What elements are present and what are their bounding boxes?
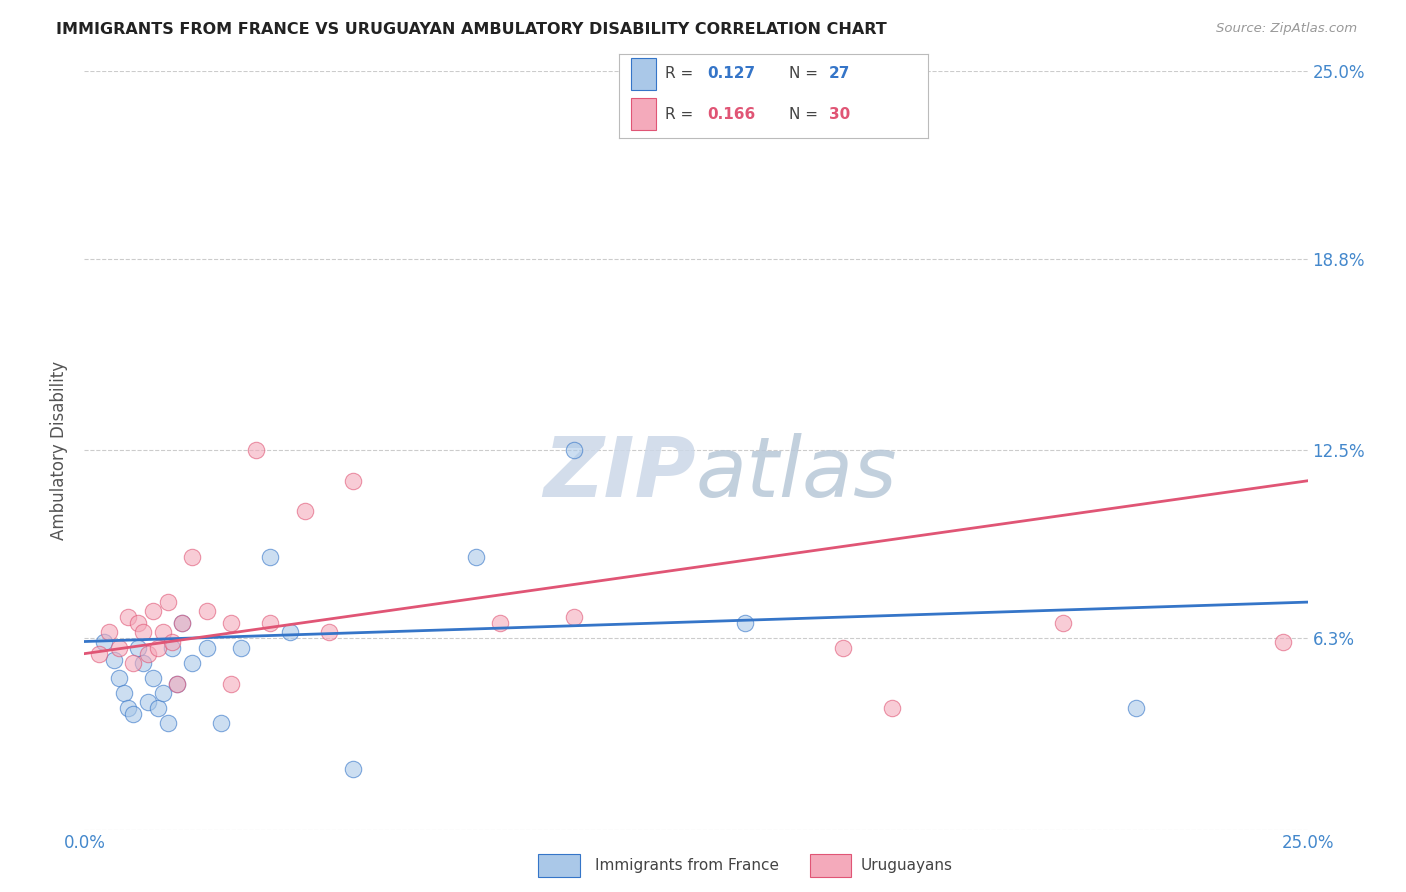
Point: [1125, 701, 1147, 715]
Text: N =: N =: [789, 107, 823, 122]
Point: [229, 640, 252, 655]
Point: [127, 616, 149, 631]
Y-axis label: Ambulatory Disability: Ambulatory Disability: [51, 361, 69, 540]
Point: [489, 616, 512, 631]
Point: [734, 616, 756, 631]
Point: [562, 610, 585, 624]
Point: [103, 653, 125, 667]
Point: [162, 640, 184, 655]
Point: [162, 634, 184, 648]
Text: 27: 27: [830, 66, 851, 81]
Point: [831, 640, 853, 655]
Text: IMMIGRANTS FROM FRANCE VS URUGUAYAN AMBULATORY DISABILITY CORRELATION CHART: IMMIGRANTS FROM FRANCE VS URUGUAYAN AMBU…: [56, 22, 887, 37]
Point: [342, 474, 364, 488]
Point: [117, 610, 139, 624]
Point: [146, 640, 169, 655]
Point: [166, 677, 188, 691]
Point: [93, 634, 115, 648]
Point: [562, 443, 585, 458]
Point: [122, 656, 145, 670]
Point: [87, 647, 110, 661]
Text: N =: N =: [789, 66, 823, 81]
Point: [142, 604, 165, 618]
Bar: [810, 854, 852, 877]
Bar: [631, 58, 655, 90]
Text: Uruguayans: Uruguayans: [860, 858, 952, 872]
Point: [1052, 616, 1074, 631]
Text: R =: R =: [665, 66, 699, 81]
Text: atlas: atlas: [696, 433, 897, 514]
Point: [146, 701, 169, 715]
Point: [132, 625, 155, 640]
Point: [127, 640, 149, 655]
Point: [219, 677, 242, 691]
Point: [136, 647, 159, 661]
Point: [195, 640, 218, 655]
Bar: [538, 854, 579, 877]
Point: [245, 443, 267, 458]
Point: [209, 716, 232, 731]
Text: Source: ZipAtlas.com: Source: ZipAtlas.com: [1216, 22, 1357, 36]
Point: [195, 604, 218, 618]
Point: [172, 616, 194, 631]
Point: [152, 686, 174, 700]
Point: [1272, 634, 1295, 648]
Text: Immigrants from France: Immigrants from France: [595, 858, 779, 872]
Point: [172, 616, 194, 631]
Point: [156, 716, 179, 731]
Point: [142, 671, 165, 685]
Point: [122, 707, 145, 722]
Point: [219, 616, 242, 631]
Text: 0.166: 0.166: [707, 107, 755, 122]
Text: R =: R =: [665, 107, 699, 122]
Text: 0.127: 0.127: [707, 66, 755, 81]
Point: [132, 656, 155, 670]
Point: [181, 549, 204, 564]
Point: [156, 595, 179, 609]
Point: [259, 549, 281, 564]
Point: [117, 701, 139, 715]
Point: [152, 625, 174, 640]
Point: [107, 671, 129, 685]
Point: [107, 640, 129, 655]
Point: [880, 701, 903, 715]
Point: [278, 625, 301, 640]
Point: [166, 677, 188, 691]
Point: [136, 695, 159, 709]
Point: [112, 686, 135, 700]
Point: [97, 625, 120, 640]
Text: 30: 30: [830, 107, 851, 122]
Point: [294, 504, 316, 518]
Bar: [631, 97, 655, 130]
Text: ZIP: ZIP: [543, 433, 696, 514]
Point: [181, 656, 204, 670]
Point: [342, 762, 364, 776]
Point: [318, 625, 340, 640]
Point: [259, 616, 281, 631]
Point: [464, 549, 486, 564]
